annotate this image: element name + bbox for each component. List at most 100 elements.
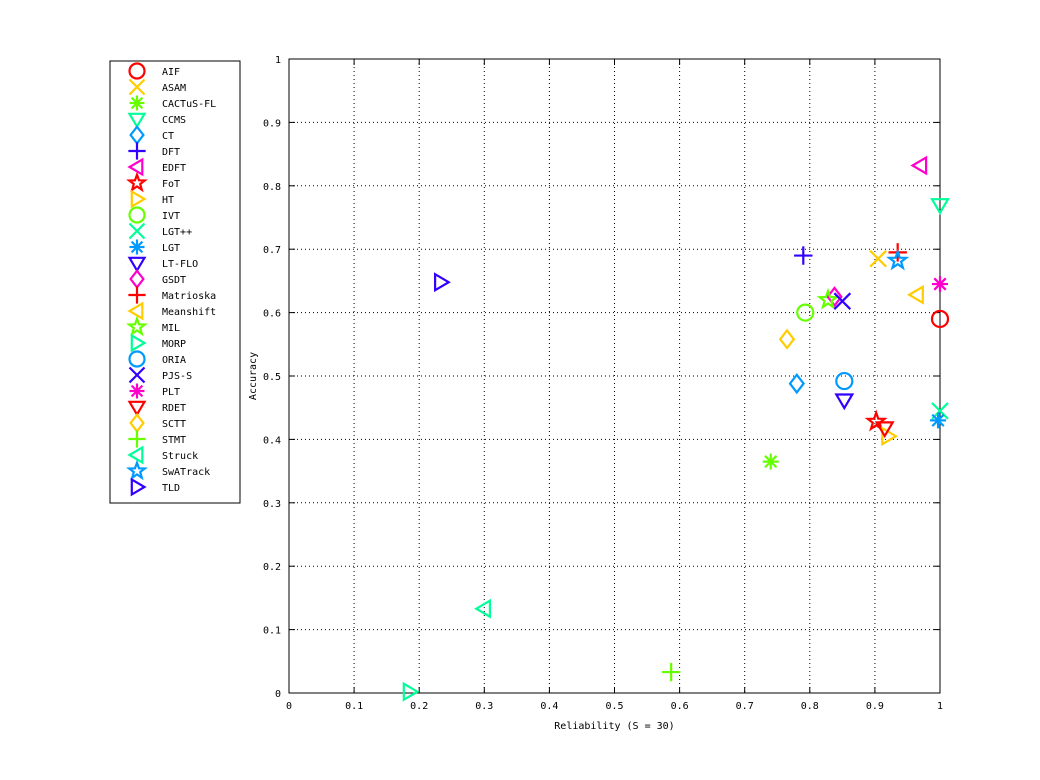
data-point-plt xyxy=(932,276,948,293)
data-point-pjs-s xyxy=(833,292,852,310)
data-point-dft xyxy=(794,246,813,265)
y-tick-label: 0.9 xyxy=(263,118,281,129)
legend-marker-swatrack xyxy=(126,459,148,481)
x-tick-label: 0.6 xyxy=(671,701,689,712)
legend-marker-morp xyxy=(130,333,147,353)
legend-label-sctt: SCTT xyxy=(162,419,186,430)
legend-marker-edft xyxy=(127,157,144,177)
data-point-fot xyxy=(864,409,888,432)
data-point-sctt xyxy=(778,328,796,350)
x-tick-label: 0.4 xyxy=(540,701,558,712)
legend-label-asam: ASAM xyxy=(162,83,186,94)
legend-marker-cactus-fl xyxy=(129,95,145,111)
legend-label-matrioska: Matrioska xyxy=(162,291,216,302)
axes: 0 0.1 0.2 0.3 0.4 0.5 0.6 0.7 0.8 0.9 1 0 0.1 0.2 0.3 0… xyxy=(263,55,943,712)
y-tick-label: 0 xyxy=(275,689,281,700)
x-tick-label: 1 xyxy=(937,701,943,712)
y-tick-label: 0.1 xyxy=(263,626,281,637)
legend-marker-tld xyxy=(130,477,147,497)
legend-label-ct: CT xyxy=(162,131,174,142)
x-tick-label: 0.2 xyxy=(410,701,428,712)
legend: AIF ASAM CACTuS-FL CCMS CT DFT EDFT FoT HT IVT LGT… xyxy=(109,60,241,504)
legend-marker-ht xyxy=(130,189,147,209)
legend-label-fot: FoT xyxy=(162,179,180,190)
data-point-ivt xyxy=(796,303,815,322)
legend-marker-fot xyxy=(126,171,148,193)
data-point-oria xyxy=(835,371,854,391)
legend-label-mil: MIL xyxy=(162,323,180,334)
legend-marker-matrioska xyxy=(128,286,146,304)
legend-label-tld: TLD xyxy=(162,483,180,494)
legend-marker-aif xyxy=(128,62,146,80)
x-tick-label: 0.8 xyxy=(801,701,819,712)
data-point-ccms xyxy=(930,198,950,215)
data-point-ht xyxy=(881,426,899,447)
legend-label-lt-flo: LT-FLO xyxy=(162,259,198,270)
legend-marker-lt-flo xyxy=(127,256,147,273)
data-point-lt-flo xyxy=(834,393,855,411)
x-tick-label: 0 xyxy=(286,701,292,712)
x-tick-label: 0.9 xyxy=(866,701,884,712)
legend-label-ccms: CCMS xyxy=(162,115,186,126)
data-point-aif xyxy=(930,309,950,329)
legend-label-dft: DFT xyxy=(162,147,180,158)
legend-marker-dft xyxy=(128,142,146,160)
y-tick-label: 0.8 xyxy=(263,182,281,193)
y-axis-label: Accuracy xyxy=(248,352,259,400)
x-tick-label: 0.5 xyxy=(605,701,623,712)
legend-marker-struck xyxy=(127,445,144,465)
legend-label-rdet: RDET xyxy=(162,403,186,414)
legend-label-pjs-s: PJS-S xyxy=(162,371,192,382)
data-point-tld xyxy=(434,272,451,293)
x-axis-label: Reliability (S = 30) xyxy=(554,721,674,732)
legend-marker-ccms xyxy=(127,112,147,129)
legend-label-morp: MORP xyxy=(162,339,186,350)
legend-marker-meanshift xyxy=(127,301,144,321)
legend-label-ht: HT xyxy=(162,195,174,206)
legend-marker-asam xyxy=(128,78,146,96)
legend-label-struck: Struck xyxy=(162,451,198,462)
data-point-mil xyxy=(816,287,840,310)
legend-marker-pjs-s xyxy=(128,366,146,384)
data-point-morp xyxy=(402,681,420,702)
x-tick-label: 0.7 xyxy=(736,701,754,712)
data-point-ct xyxy=(788,373,805,395)
data-point-stmt xyxy=(661,662,681,682)
legend-marker-mil xyxy=(126,315,148,337)
data-point-rdet xyxy=(874,421,895,439)
legend-marker-lgt- xyxy=(128,222,146,240)
y-tick-label: 0.2 xyxy=(263,562,281,573)
legend-label-stmt: STMT xyxy=(162,435,186,446)
data-point-asam xyxy=(869,249,887,268)
legend-label-oria: ORIA xyxy=(162,355,186,366)
y-tick-label: 0.3 xyxy=(263,499,281,510)
data-point-struck xyxy=(474,598,491,619)
legend-label-ivt: IVT xyxy=(162,211,180,222)
x-tick-label: 0.3 xyxy=(475,701,493,712)
legend-label-cactus-fl: CACTuS-FL xyxy=(162,99,216,110)
data-point-swatrack xyxy=(886,248,910,271)
legend-marker-stmt xyxy=(128,430,146,448)
legend-marker-ivt xyxy=(128,206,146,224)
data-point-edft xyxy=(910,155,928,176)
grid xyxy=(289,59,940,693)
data-point-meanshift xyxy=(907,284,924,305)
y-tick-label: 0.4 xyxy=(263,435,281,446)
legend-marker-oria xyxy=(128,350,146,368)
legend-marker-rdet xyxy=(127,400,147,417)
legend-label-lgt: LGT xyxy=(162,243,180,254)
data-point-lgt xyxy=(930,412,947,429)
y-tick-label: 0.7 xyxy=(263,245,281,256)
y-tick-label: 0.6 xyxy=(263,309,281,320)
legend-label-lgt-: LGT++ xyxy=(162,227,192,238)
data-point-cactus-fl xyxy=(762,453,779,470)
legend-label-aif: AIF xyxy=(162,67,180,78)
legend-marker-plt xyxy=(129,383,145,399)
legend-label-plt: PLT xyxy=(162,387,180,398)
y-tick-label: 0.5 xyxy=(263,372,281,383)
legend-label-gsdt: GSDT xyxy=(162,275,186,286)
y-tick-label: 1 xyxy=(275,55,281,66)
x-tick-label: 0.1 xyxy=(345,701,363,712)
legend-label-meanshift: Meanshift xyxy=(162,307,216,318)
